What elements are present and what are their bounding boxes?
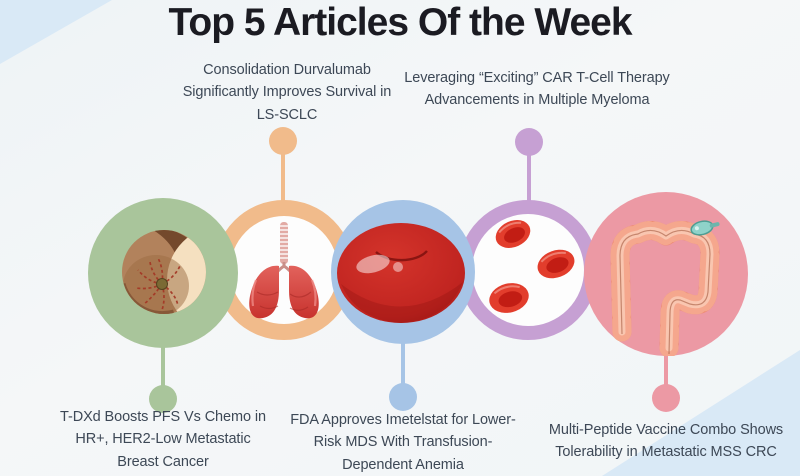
label-line: FDA Approves Imetelstat for Lower- bbox=[290, 412, 516, 428]
article-label-car-t-myeloma: Leveraging “Exciting” CAR T-Cell Therapy… bbox=[380, 67, 694, 112]
label-line: Significantly Improves Survival in bbox=[182, 84, 392, 101]
connector-dot-crc bbox=[652, 384, 680, 412]
label-line: Multi-Peptide Vaccine Combo Shows bbox=[548, 422, 784, 438]
article-label-tdxd-breast-cancer: T-DXd Boosts PFS Vs Chemo in HR+, HER2-L… bbox=[8, 406, 318, 473]
connector-stem-mds bbox=[401, 342, 405, 386]
red-blood-cell-icon bbox=[331, 200, 475, 344]
lungs-icon bbox=[230, 216, 338, 324]
label-line: Breast Cancer bbox=[117, 453, 209, 470]
article-circle-mss-crc bbox=[584, 192, 748, 356]
label-line: LS-SCLC bbox=[256, 106, 318, 123]
breast-anatomy-icon bbox=[88, 198, 238, 348]
article-label-vaccine-mss-crc: Multi-Peptide Vaccine Combo Shows Tolera… bbox=[508, 419, 800, 464]
connector-dot-lungs bbox=[269, 127, 297, 155]
article-circle-mds-anemia bbox=[331, 200, 475, 344]
label-line: Advancements in Multiple Myeloma bbox=[424, 92, 650, 109]
label-line: Consolidation Durvalumab bbox=[203, 62, 371, 78]
connector-stem-crc bbox=[664, 354, 668, 386]
article-circle-myeloma bbox=[458, 200, 598, 340]
article-circle-breast-cancer bbox=[88, 198, 238, 348]
label-line: Dependent Anemia bbox=[342, 456, 464, 473]
scope-device bbox=[690, 220, 720, 236]
label-line: Risk MDS With Transfusion- bbox=[313, 434, 493, 451]
label-line: HR+, HER2-Low Metastatic bbox=[75, 431, 251, 448]
article-label-imetelstat-mds: FDA Approves Imetelstat for Lower- Risk … bbox=[248, 409, 558, 476]
page-title: Top 5 Articles Of the Week bbox=[168, 1, 632, 44]
connector-stem-breast bbox=[161, 346, 165, 388]
label-line: Tolerability in Metastatic MSS CRC bbox=[555, 444, 777, 461]
blood-cells-icon bbox=[472, 214, 584, 326]
article-label-durvalumab-sclc: Consolidation Durvalumab Significantly I… bbox=[132, 59, 442, 126]
label-line: Leveraging “Exciting” CAR T-Cell Therapy bbox=[404, 70, 670, 86]
connector-stem-myeloma bbox=[527, 153, 531, 202]
connector-dot-myeloma bbox=[515, 128, 543, 156]
connector-stem-lungs bbox=[281, 152, 285, 202]
label-line: T-DXd Boosts PFS Vs Chemo in bbox=[60, 409, 266, 425]
connector-dot-mds bbox=[389, 383, 417, 411]
colon-icon bbox=[584, 192, 748, 356]
connector-dot-breast bbox=[149, 385, 177, 413]
